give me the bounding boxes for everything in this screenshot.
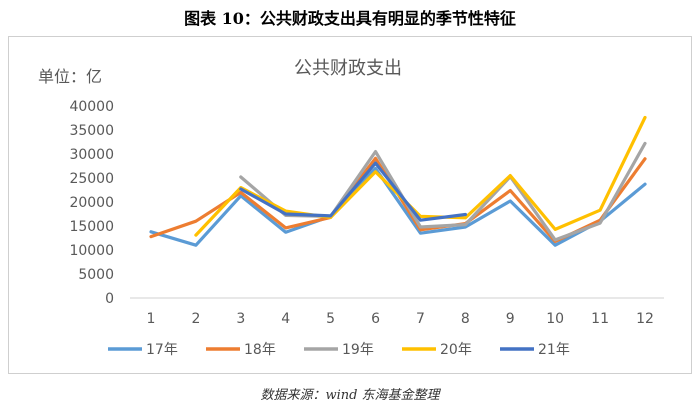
source-note: 数据来源：wind 东海基金整理 — [260, 388, 440, 403]
chart-frame — [8, 36, 692, 374]
y-tick-label-0: 0 — [105, 291, 114, 307]
x-tick-label-8: 8 — [461, 311, 470, 327]
legend-label-1: 17年 — [146, 342, 178, 358]
y-tick-label-8: 40000 — [69, 99, 114, 115]
y-tick-label-1: 5000 — [78, 267, 114, 283]
y-tick-label-4: 20000 — [69, 195, 114, 211]
y-tick-label-2: 10000 — [69, 243, 114, 259]
x-tick-label-9: 9 — [506, 311, 515, 327]
legend-label-2: 18年 — [244, 342, 276, 358]
x-tick-label-11: 11 — [591, 311, 609, 327]
x-tick-label-3: 3 — [236, 311, 245, 327]
legend-label-4: 20年 — [440, 342, 472, 358]
y-tick-label-3: 15000 — [69, 219, 114, 235]
series-lines — [149, 115, 647, 247]
series-line-4 — [194, 115, 647, 237]
x-tick-label-5: 5 — [326, 311, 335, 327]
x-tick-label-12: 12 — [636, 311, 654, 327]
series-line-1 — [149, 166, 647, 247]
legend-label-5: 21年 — [538, 342, 570, 358]
legend: 17年 18年 19年 20年 21年 — [108, 342, 570, 358]
x-tick-label-6: 6 — [371, 311, 380, 327]
legend-label-3: 19年 — [342, 342, 374, 358]
y-tick-label-7: 35000 — [69, 123, 114, 139]
series-line-5 — [239, 161, 467, 222]
x-axis-ticks: 1 2 3 4 5 6 7 8 9 10 11 12 — [147, 311, 654, 327]
figure-title: 图表 10：公共财政支出具有明显的季节性特征 — [184, 9, 516, 28]
y-tick-label-6: 30000 — [69, 147, 114, 163]
x-tick-label-4: 4 — [281, 311, 290, 327]
chart-title: 公共财政支出 — [294, 58, 402, 79]
x-tick-label-10: 10 — [546, 311, 564, 327]
x-tick-label-2: 2 — [191, 311, 200, 327]
y-tick-label-5: 25000 — [69, 171, 114, 187]
x-tick-label-7: 7 — [416, 311, 425, 327]
y-axis-ticks: 0 5000 10000 15000 20000 25000 30000 35000 40000 — [69, 99, 114, 307]
unit-label: 单位：亿 — [38, 67, 102, 86]
x-tick-label-1: 1 — [147, 311, 156, 327]
